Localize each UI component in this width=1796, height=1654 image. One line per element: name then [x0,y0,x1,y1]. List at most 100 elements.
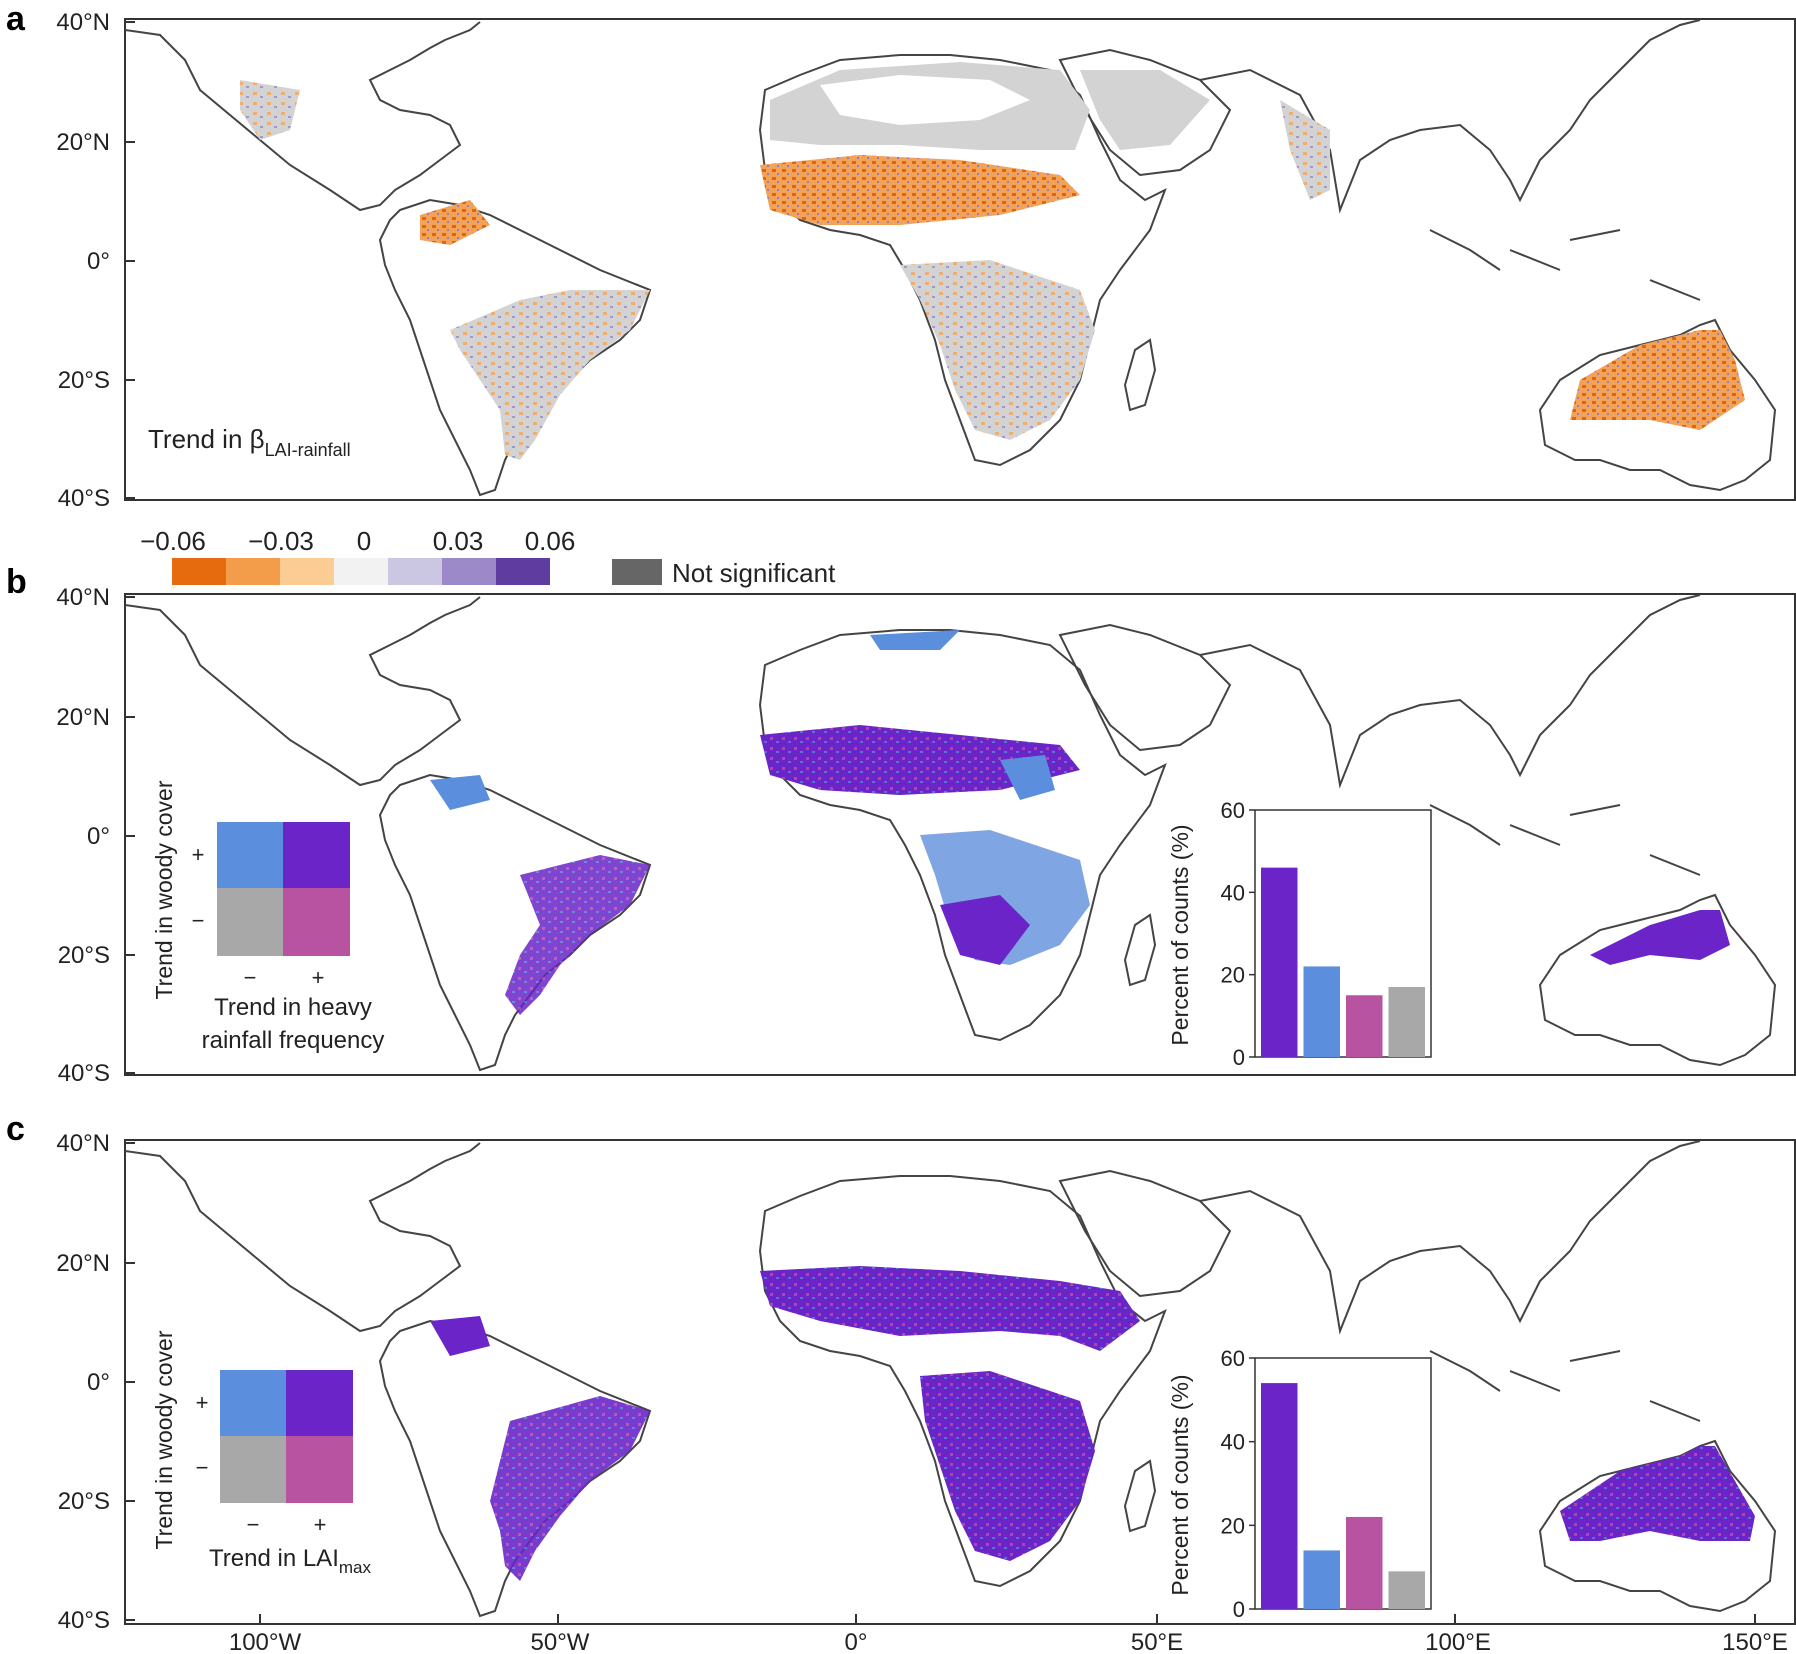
legend-cell-woody-minus-rain-plus [283,888,350,956]
panel-letter-b: b [6,563,27,601]
lat-tick: 0° [87,248,110,275]
legend-minus-y: − [196,1455,209,1480]
africa-outline [758,54,1167,467]
bar-ytick-label: 20 [1221,963,1245,988]
sahel-band-c [760,1266,1140,1351]
bivariate-legend-c: + − − + Trend in woody cover Trend in LA… [151,1330,371,1577]
legend-xlabel-b-line1: Trend in heavy [214,994,372,1021]
colorbar-cell [226,558,280,585]
lat-tick: 40°S [58,485,110,512]
lon-tick: 150°E [1722,1629,1788,1654]
legend-plus-x: + [312,965,325,990]
lat-tick: 20°S [58,942,110,969]
brazil-c [490,1396,650,1581]
lon-axis: 100°W 50°W 0° 50°E 100°E 150°E [229,1614,1788,1654]
not-significant-label: Not significant [672,558,836,588]
colorbar-tick: 0 [357,526,371,556]
australia-trend [1570,330,1745,430]
southern-africa-c [920,1371,1095,1561]
legend-xlabel-b-line2: rainfall frequency [202,1027,385,1054]
lat-axis-c: 40°N 20°N 0° 20°S 40°S [56,1130,135,1634]
legend-cell-woody-plus-rain-minus [217,822,283,888]
not-significant-swatch [612,559,662,585]
colorbar-cells [172,558,550,585]
bar [1388,987,1425,1057]
lon-tick: 100°W [229,1629,302,1654]
lat-tick: 20°S [58,367,110,394]
legend-cell-woody-plus-lai-minus [220,1370,286,1436]
bar-chart-b: Percent of counts (%) 0 20 40 60 [1167,798,1432,1070]
lat-tick: 0° [87,823,110,850]
lat-tick: 20°S [58,1488,110,1515]
bar-ytick-label: 20 [1221,1513,1245,1538]
bar [1346,995,1383,1057]
asia-outline [1199,19,1701,214]
colorbar-cell [388,558,442,585]
sahel-band-b [760,725,1080,795]
bar [1261,867,1298,1057]
bar-ytick-label: 0 [1233,1045,1245,1070]
southern-africa-purple-b [940,895,1030,965]
legend-plus-y: + [192,842,205,867]
madagascar-outline [1123,338,1157,412]
lat-tick: 20°N [56,704,110,731]
bar [1346,1516,1383,1609]
panel-letter-c: c [6,1110,25,1148]
legend-cell-woody-minus-lai-minus [220,1436,286,1503]
map-frame-b [124,593,1796,1076]
legend-minus-x: − [247,1512,260,1537]
india-trend [1280,100,1330,200]
venezuela-trend [420,200,490,245]
sahel-band-trend [760,155,1080,225]
sahara-interior-blank [820,75,1030,125]
bar-ytick-label: 60 [1221,798,1245,823]
lat-tick: 40°S [58,1607,110,1634]
australia-b [1590,910,1730,965]
lat-tick: 40°N [56,9,110,36]
bar [1303,1550,1340,1609]
lon-tick: 0° [845,1629,868,1654]
legend-plus-x: + [314,1512,327,1537]
colorbar-cell [496,558,550,585]
southern-africa-trend [900,260,1095,440]
trend-regions-a [240,62,1745,460]
lat-tick: 40°S [58,1060,110,1087]
legend-minus-y: − [192,908,205,933]
lat-tick: 20°N [56,1250,110,1277]
trend-regions-b [430,630,1730,1015]
australia-c [1560,1446,1755,1541]
brazil-b [505,855,650,1015]
colorbar: −0.06 −0.03 0 0.03 0.06 Not significant [140,526,836,588]
bar-ylabel-c: Percent of counts (%) [1167,1374,1193,1595]
legend-ylabel-b: Trend in woody cover [151,780,177,999]
colorbar-cell [442,558,496,585]
colorbar-tick: −0.03 [248,526,314,556]
panel-b: b 40°N 20°N [6,563,1796,1087]
south-america-trend [450,290,650,460]
continents-b [124,594,1777,1072]
indonesia-outline [1429,229,1701,301]
lat-tick: 40°N [56,584,110,611]
colorbar-tick: 0.03 [433,526,484,556]
lat-tick: 20°N [56,129,110,156]
bar-chart-c: Percent of counts (%) 0 20 40 60 [1167,1346,1432,1622]
australia-outline [1538,318,1777,492]
colorbar-cell [334,558,388,585]
legend-cell-woody-plus-rain-plus [283,822,350,888]
panel-letter-a: a [6,0,26,38]
legend-cell-woody-plus-lai-plus [286,1370,353,1436]
arabia-not-significant [1080,70,1210,150]
bar-ytick-label: 40 [1221,880,1245,905]
trend-regions-c [430,1266,1755,1581]
bar-ytick-label: 60 [1221,1346,1245,1371]
bar-ytick-label: 40 [1221,1430,1245,1455]
legend-cell-woody-minus-rain-minus [217,888,283,956]
legend-minus-x: − [244,965,257,990]
legend-ylabel-c: Trend in woody cover [151,1330,177,1549]
mexico-trend [240,80,300,140]
colorbar-tick: 0.06 [525,526,576,556]
bar-ylabel-b: Percent of counts (%) [1167,824,1193,1045]
lat-tick: 0° [87,1369,110,1396]
lat-axis-a: 40°N 20°N 0° 20°S 40°S [56,9,135,512]
